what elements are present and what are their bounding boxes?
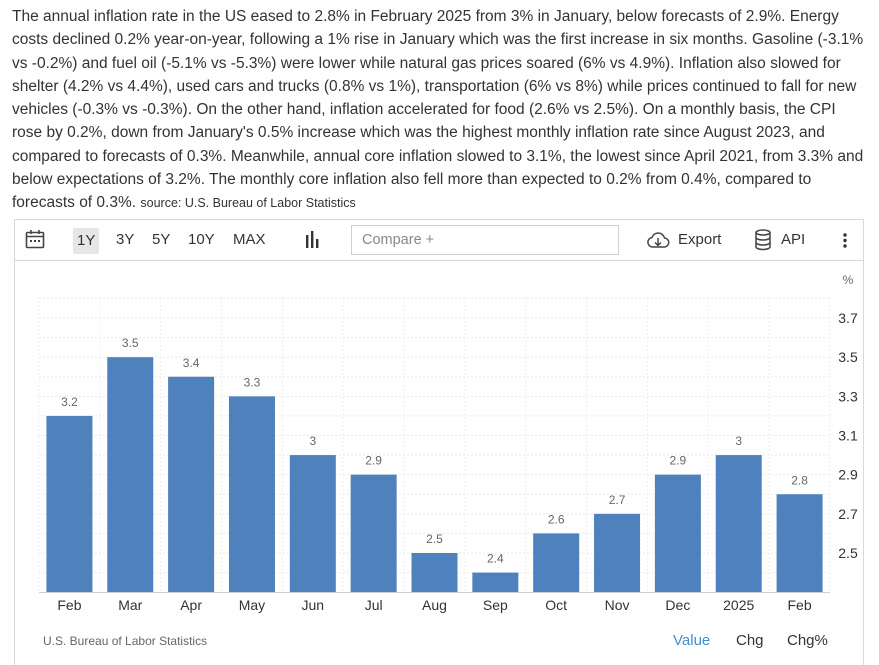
range-max-button[interactable]: MAX [233, 231, 266, 248]
export-button[interactable]: Export [646, 220, 721, 260]
chart-container: 3.2 3.5 3.4 3.3 3 2.9 2.5 2.4 2.6 2.7 2.9 3 2.8 2.5 2… [14, 261, 864, 665]
bar-jun-4[interactable] [289, 455, 336, 592]
bar-value-label: 3 [309, 434, 316, 448]
bar-sep-7[interactable] [472, 572, 519, 592]
x-tick-label: Feb [788, 597, 812, 613]
bar-chart-icon[interactable] [305, 220, 321, 260]
footer-source: U.S. Bureau of Labor Statistics [43, 634, 208, 648]
y-tick-label: 2.9 [838, 467, 858, 483]
range-10y-button[interactable]: 10Y [188, 231, 215, 248]
x-tick-label: Dec [665, 597, 690, 613]
x-tick-label: Jun [302, 597, 325, 613]
bar-value-label: 3.2 [61, 395, 78, 409]
y-tick-label: 2.7 [838, 506, 858, 522]
range-5y-button[interactable]: 5Y [152, 231, 171, 248]
export-label: Export [678, 231, 722, 248]
bar-mar-1[interactable] [107, 357, 154, 592]
x-tick-label: May [239, 597, 265, 613]
vertical-ellipsis-icon[interactable] [841, 220, 849, 260]
y-tick-label: 3.5 [838, 349, 858, 365]
bar-value-label: 2.4 [487, 552, 504, 566]
bar-may-3[interactable] [228, 396, 275, 592]
bar-value-label: 3.3 [244, 375, 261, 389]
bar-oct-8[interactable] [533, 533, 580, 592]
y-tick-label: 3.1 [838, 428, 858, 444]
x-tick-label: 2025 [723, 597, 754, 613]
x-tick-label: Aug [422, 597, 447, 613]
bar-2025-11[interactable] [715, 455, 762, 592]
bar-nov-9[interactable] [594, 513, 641, 592]
bar-value-label: 2.5 [426, 532, 443, 546]
range-3y-button[interactable]: 3Y [116, 231, 135, 248]
bar-value-label: 3.5 [122, 336, 139, 350]
bar-apr-2[interactable] [168, 376, 215, 592]
bar-feb-12[interactable] [776, 494, 823, 592]
calendar-icon[interactable] [25, 220, 45, 260]
database-icon [755, 229, 771, 251]
api-button[interactable]: API [754, 220, 805, 260]
bar-value-label: 3 [735, 434, 742, 448]
range-1y-button[interactable]: 1Y [73, 228, 100, 254]
y-axis-unit: % [843, 273, 854, 287]
bar-jul-5[interactable] [350, 474, 397, 592]
chart-toolbar: 1Y 3Y 5Y 10Y MAX Export API [14, 219, 864, 261]
bar-dec-10[interactable] [654, 474, 701, 592]
x-tick-label: Sep [483, 597, 508, 613]
x-tick-label: Jul [365, 597, 383, 613]
inflation-bar-chart[interactable]: 3.2 3.5 3.4 3.3 3 2.9 2.5 2.4 2.6 2.7 2.9 3 2.8 2.5 2… [15, 261, 863, 665]
bar-aug-6[interactable] [411, 553, 458, 592]
bar-feb-0[interactable] [46, 415, 93, 592]
bar-value-label: 2.8 [791, 473, 808, 487]
description-paragraph: The annual inflation rate in the US ease… [12, 5, 870, 216]
cloud-download-icon [647, 232, 670, 248]
bar-value-label: 3.4 [183, 356, 200, 370]
x-tick-label: Nov [605, 597, 630, 613]
y-tick-label: 3.7 [838, 310, 858, 326]
x-tick-label: Mar [118, 597, 142, 613]
x-tick-label: Oct [545, 597, 567, 613]
mode-value-button[interactable]: Value [673, 632, 711, 649]
bar-value-label: 2.9 [670, 454, 687, 468]
mode-chg-button[interactable]: Chg [736, 632, 764, 649]
x-tick-label: Apr [180, 597, 202, 613]
bar-value-label: 2.9 [365, 454, 382, 468]
y-tick-label: 3.3 [838, 388, 858, 404]
api-label: API [781, 231, 806, 248]
compare-input[interactable] [351, 225, 619, 255]
bar-value-label: 2.7 [609, 493, 626, 507]
bar-value-label: 2.6 [548, 512, 565, 526]
x-tick-label: Feb [57, 597, 81, 613]
description-text: The annual inflation rate in the US ease… [12, 8, 864, 212]
mode-chg-percent-button[interactable]: Chg% [787, 632, 828, 649]
y-tick-label: 2.5 [838, 545, 858, 561]
description-source: source: U.S. Bureau of Labor Statistics [140, 196, 356, 211]
